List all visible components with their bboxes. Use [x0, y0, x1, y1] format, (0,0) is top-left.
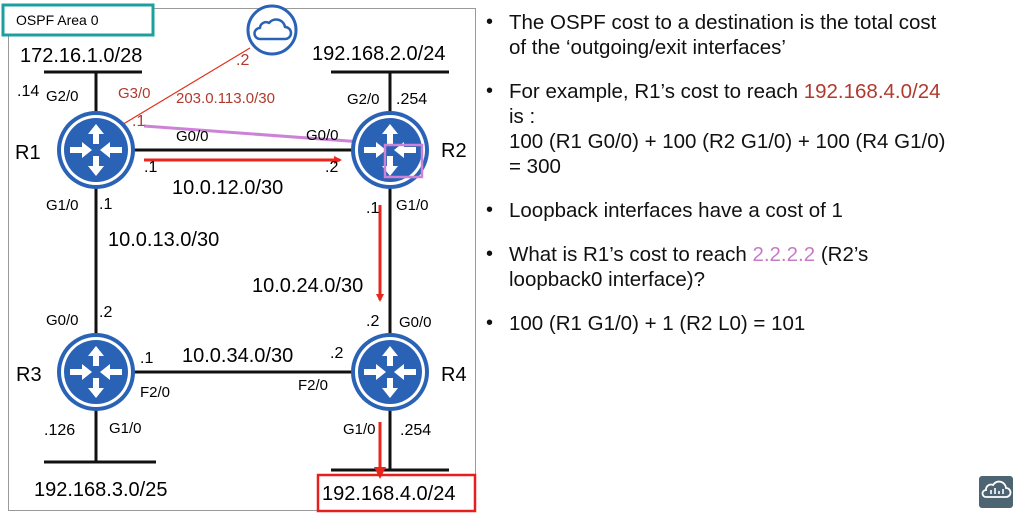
- interface-r1-g3: G3/0: [118, 85, 151, 102]
- bullet-item: What is R1’s cost to reach 2.2.2.2 (R2’s…: [486, 242, 1006, 292]
- cloud-icon: [246, 4, 298, 56]
- host-r1-g1: .1: [99, 196, 112, 213]
- bullet-item: For example, R1’s cost to reach 192.168.…: [486, 79, 1006, 179]
- interface-r4-g1: G1/0: [343, 421, 376, 438]
- interface-r1-g2: G2/0: [46, 88, 79, 105]
- bullet-item: 100 (R1 G1/0) + 1 (R2 L0) = 101: [486, 311, 1006, 336]
- bullet-line: is :: [509, 104, 1006, 129]
- ospf-area-frame: [8, 8, 476, 511]
- bullet-text: of the ‘outgoing/exit interfaces’: [509, 36, 786, 59]
- router-r1-icon[interactable]: [57, 111, 135, 189]
- area-label-box: [1, 3, 155, 37]
- link-r1-internet: [119, 47, 251, 127]
- network-lan-r4: 192.168.4.0/24: [322, 483, 455, 505]
- network-lan-r1: 172.16.1.0/28: [20, 45, 142, 67]
- bullet-line: = 300: [509, 154, 1006, 179]
- router-r2-label: R2: [441, 140, 467, 162]
- host-r3-f2: .1: [140, 350, 153, 367]
- network-r1-r3: 10.0.13.0/30: [108, 229, 219, 251]
- bullet-line: 100 (R1 G0/0) + 100 (R2 G1/0) + 100 (R4 …: [509, 129, 1006, 154]
- host-r1-g0: .1: [144, 159, 157, 176]
- network-lan-r3: 192.168.3.0/25: [34, 479, 167, 501]
- host-r2-lan: .254: [396, 91, 427, 108]
- loopback-highlight-box: [383, 143, 424, 179]
- bullet-text: What is R1’s cost to reach: [509, 243, 753, 266]
- bullet-text: The OSPF cost to a destination is the to…: [509, 11, 937, 34]
- network-r1-r2: 10.0.12.0/30: [172, 177, 283, 199]
- bullet-line: Loopback interfaces have a cost of 1: [509, 198, 1006, 223]
- interface-r1-g1: G1/0: [46, 197, 79, 214]
- bullet-line: The OSPF cost to a destination is the to…: [509, 10, 1006, 35]
- destination-highlight-box: [316, 473, 477, 513]
- interface-r2-g2: G2/0: [347, 91, 380, 108]
- interface-r2-g1: G1/0: [396, 197, 429, 214]
- host-r1-lan: .14: [17, 83, 39, 100]
- highlighted-text: 192.168.4.0/24: [803, 80, 941, 103]
- host-r1-g3: .1: [132, 113, 145, 130]
- bullet-text: 100 (R1 G0/0) + 100 (R2 G1/0) + 100 (R4 …: [509, 130, 946, 153]
- interface-r3-g1: G1/0: [109, 420, 142, 437]
- router-r4-label: R4: [441, 364, 467, 386]
- bullet-text: Loopback interfaces have a cost of 1: [509, 199, 843, 222]
- bullet-line: 100 (R1 G1/0) + 1 (R2 L0) = 101: [509, 311, 1006, 336]
- router-r3-icon[interactable]: [57, 333, 135, 411]
- interface-r3-f2: F2/0: [140, 384, 170, 401]
- network-lan-r2: 192.168.2.0/24: [312, 43, 445, 65]
- bullet-text: is :: [509, 105, 536, 128]
- highlighted-text: 2.2.2.2: [752, 243, 816, 266]
- network-r3-r4: 10.0.34.0/30: [182, 345, 293, 367]
- host-r4-f2: .2: [330, 345, 343, 362]
- bullet-line: What is R1’s cost to reach 2.2.2.2 (R2’s: [509, 242, 1006, 267]
- host-cloud: .2: [236, 52, 249, 69]
- router-r1-label: R1: [15, 142, 41, 164]
- host-r3-lan: .126: [44, 422, 75, 439]
- bullet-text: 100 (R1 G1/0) + 1 (R2 L0) = 101: [509, 312, 806, 335]
- bullet-text: (R2’s: [815, 243, 869, 266]
- bullet-line: of the ‘outgoing/exit interfaces’: [509, 35, 1006, 60]
- network-internet: 203.0.113.0/30: [176, 90, 275, 107]
- interface-r3-g0: G0/0: [46, 312, 79, 329]
- bullet-text: = 300: [509, 155, 561, 178]
- ospf-topology-diagram: OSPF Area 0 R1 R2 R3 R4 172.16.1.0/28 19…: [1, 3, 477, 513]
- host-r3-g0: .2: [99, 304, 112, 321]
- interface-r4-g0: G0/0: [399, 314, 432, 331]
- bullet-text: loopback0 interface)?: [509, 268, 706, 291]
- host-r4-lan: .254: [400, 422, 431, 439]
- bullet-list: The OSPF cost to a destination is the to…: [486, 10, 1006, 355]
- router-r4-icon[interactable]: [351, 333, 429, 411]
- network-r2-r4: 10.0.24.0/30: [252, 275, 363, 297]
- area-label: OSPF Area 0: [16, 12, 99, 28]
- host-r2-g0: .2: [325, 159, 338, 176]
- bullet-text: For example, R1’s cost to reach: [509, 80, 804, 103]
- interface-r2-g0: G0/0: [306, 127, 339, 144]
- interface-r4-f2: F2/0: [298, 377, 328, 394]
- path-arrow-violet: [143, 124, 379, 149]
- bullet-line: For example, R1’s cost to reach 192.168.…: [509, 79, 1006, 104]
- router-r3-label: R3: [16, 364, 42, 386]
- bullet-item: The OSPF cost to a destination is the to…: [486, 10, 1006, 60]
- logo-icon: [979, 476, 1013, 508]
- host-r4-g0: .2: [366, 313, 379, 330]
- bullet-item: Loopback interfaces have a cost of 1: [486, 198, 1006, 223]
- host-r2-g1: .1: [366, 200, 379, 217]
- bullet-line: loopback0 interface)?: [509, 267, 1006, 292]
- interface-r1-g0: G0/0: [176, 128, 209, 145]
